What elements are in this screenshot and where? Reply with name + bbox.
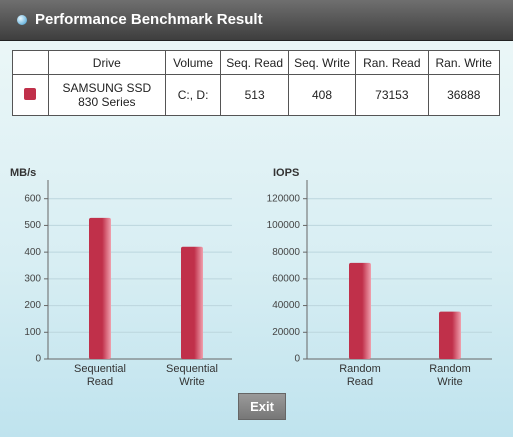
window-title: Performance Benchmark Result xyxy=(35,11,263,28)
title-bar: Performance Benchmark Result xyxy=(0,0,513,41)
exit-button[interactable]: Exit xyxy=(238,393,286,420)
x-tick-label: Sequential Read xyxy=(74,363,126,388)
header-cell: Seq. Read xyxy=(220,50,289,75)
data-cell: 513 xyxy=(220,74,289,116)
y-tick-label: 200 xyxy=(24,300,41,311)
color-cell xyxy=(12,74,49,116)
y-tick-label: 500 xyxy=(24,220,41,231)
bar xyxy=(349,262,371,359)
y-tick-label: 80000 xyxy=(272,247,300,258)
y-tick-label: 120000 xyxy=(267,193,301,204)
data-cell: SAMSUNG SSD 830 Series xyxy=(47,74,166,116)
header-cell xyxy=(12,50,49,75)
bar xyxy=(439,311,461,359)
y-tick-label: 100000 xyxy=(267,220,301,231)
bar xyxy=(89,217,111,359)
bar xyxy=(181,246,203,359)
header-cell: Ran. Write xyxy=(427,50,501,75)
y-tick-label: 0 xyxy=(35,354,41,365)
y-tick-label: 600 xyxy=(24,193,41,204)
header-cell: Seq. Write xyxy=(287,50,357,75)
data-cell: C:, D: xyxy=(164,74,222,116)
x-tick-label: Sequential Write xyxy=(166,363,218,388)
y-tick-label: 100 xyxy=(24,327,41,338)
y-tick-label: 60000 xyxy=(272,273,300,284)
y-tick-label: 400 xyxy=(24,247,41,258)
title-icon xyxy=(17,15,27,25)
header-cell: Volume xyxy=(164,50,222,75)
y-axis-label: IOPS xyxy=(273,167,300,179)
x-tick-label: Random Read xyxy=(339,363,381,388)
y-tick-label: 40000 xyxy=(272,300,300,311)
result-table: Drive Volume Seq. Read Seq. Write Ran. Read R… xyxy=(12,50,501,116)
data-cell: 408 xyxy=(287,74,357,116)
y-axis-label: MB/s xyxy=(10,167,37,179)
y-tick-label: 300 xyxy=(24,273,41,284)
y-tick-label: 20000 xyxy=(272,327,300,338)
x-tick-label: Random Write xyxy=(429,363,471,388)
data-cell: 73153 xyxy=(355,74,429,116)
header-row: Drive Volume Seq. Read Seq. Write Ran. Read R… xyxy=(12,50,501,75)
data-row: SAMSUNG SSD 830 Series C:, D: 513 408 73153 3… xyxy=(12,74,501,116)
y-tick-label: 0 xyxy=(294,354,300,365)
color-swatch xyxy=(24,87,37,100)
header-cell: Ran. Read xyxy=(355,50,429,75)
data-cell: 36888 xyxy=(427,74,501,116)
